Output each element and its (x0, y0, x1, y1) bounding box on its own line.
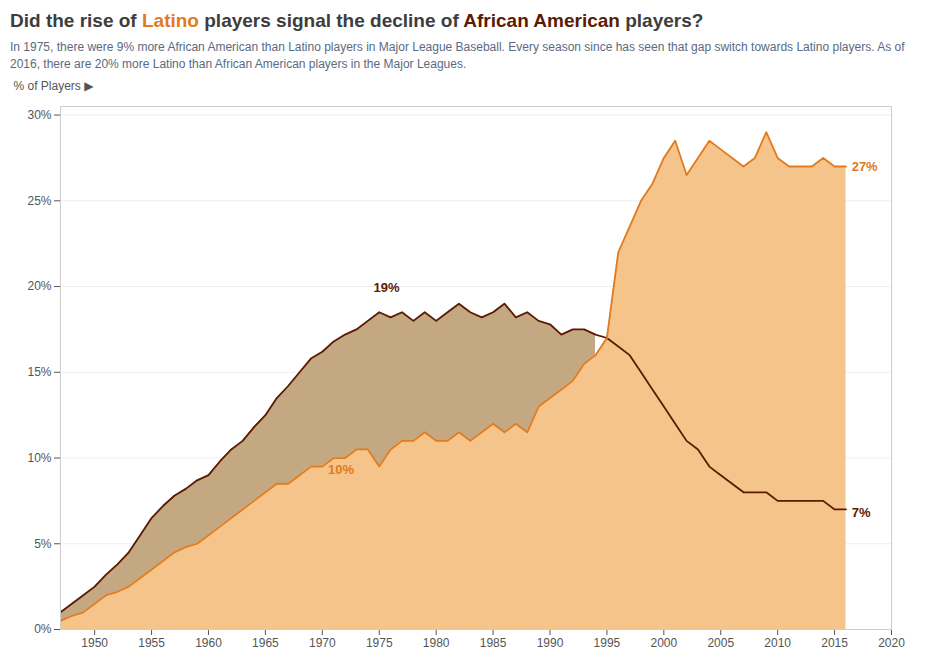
svg-text:% of Players ▶: % of Players ▶ (14, 79, 95, 93)
svg-text:2005: 2005 (707, 636, 734, 650)
svg-text:2020: 2020 (878, 636, 905, 650)
svg-text:1955: 1955 (138, 636, 165, 650)
svg-text:1980: 1980 (423, 636, 450, 650)
html-text:Did the rise of Latino players: Did the rise of Latino players signal th… (10, 10, 704, 31)
svg-text:25%: 25% (27, 194, 51, 208)
svg-text:10%: 10% (27, 451, 51, 465)
svg-text:2010: 2010 (764, 636, 791, 650)
svg-text:1970: 1970 (309, 636, 336, 650)
svg-text:1995: 1995 (594, 636, 621, 650)
html-text:In 1975, there were 9% more Af: In 1975, there were 9% more African Amer… (10, 39, 905, 71)
svg-text:27%: 27% (852, 159, 878, 174)
svg-text:19%: 19% (374, 280, 400, 295)
svg-text:2015: 2015 (821, 636, 848, 650)
svg-text:1990: 1990 (537, 636, 564, 650)
svg-text:1965: 1965 (252, 636, 279, 650)
svg-text:20%: 20% (27, 280, 51, 294)
svg-text:1975: 1975 (366, 636, 393, 650)
svg-text:1960: 1960 (195, 636, 222, 650)
svg-text:5%: 5% (34, 537, 52, 551)
svg-text:1985: 1985 (480, 636, 507, 650)
svg-text:10%: 10% (328, 463, 354, 478)
svg-text:2000: 2000 (650, 636, 677, 650)
svg-text:7%: 7% (852, 505, 871, 520)
svg-text:0%: 0% (34, 623, 52, 637)
svg-text:15%: 15% (27, 366, 51, 380)
svg-text:30%: 30% (27, 108, 51, 122)
svg-text:1950: 1950 (81, 636, 108, 650)
